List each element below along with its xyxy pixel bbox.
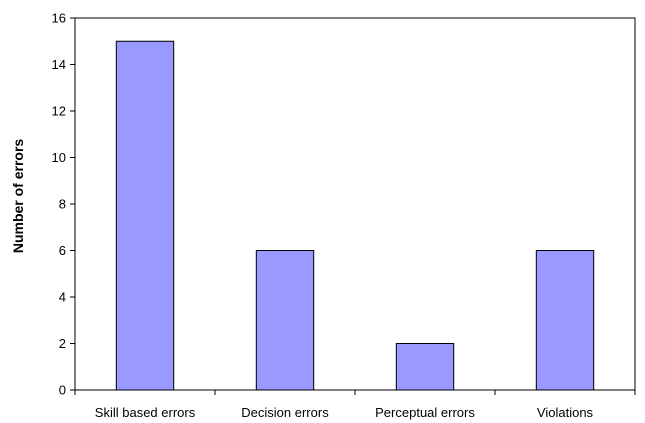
bars	[115, 40, 595, 391]
y-axis-title: Number of errors	[10, 139, 26, 254]
y-tick-label: 12	[52, 104, 66, 119]
bar	[535, 250, 595, 391]
y-tick-label: 8	[59, 197, 66, 212]
y-tick-label: 14	[52, 57, 66, 72]
y-axis: 0 2 4 6 8 10 12 14 16	[52, 11, 75, 398]
x-axis: Skill based errors Decision errors Percept…	[74, 390, 636, 420]
y-tick-label: 10	[52, 150, 66, 165]
bar	[255, 250, 315, 391]
y-tick-label: 2	[59, 336, 66, 351]
y-tick-label: 6	[59, 243, 66, 258]
x-category-label: Decision errors	[241, 405, 329, 420]
x-category-label: Skill based errors	[95, 405, 196, 420]
y-tick-label: 0	[59, 383, 66, 398]
y-tick-label: 4	[59, 290, 66, 305]
x-category-label: Perceptual errors	[375, 405, 475, 420]
bar	[395, 343, 455, 391]
bar	[115, 40, 175, 391]
x-category-label: Violations	[537, 405, 594, 420]
y-tick-label: 16	[52, 11, 66, 26]
